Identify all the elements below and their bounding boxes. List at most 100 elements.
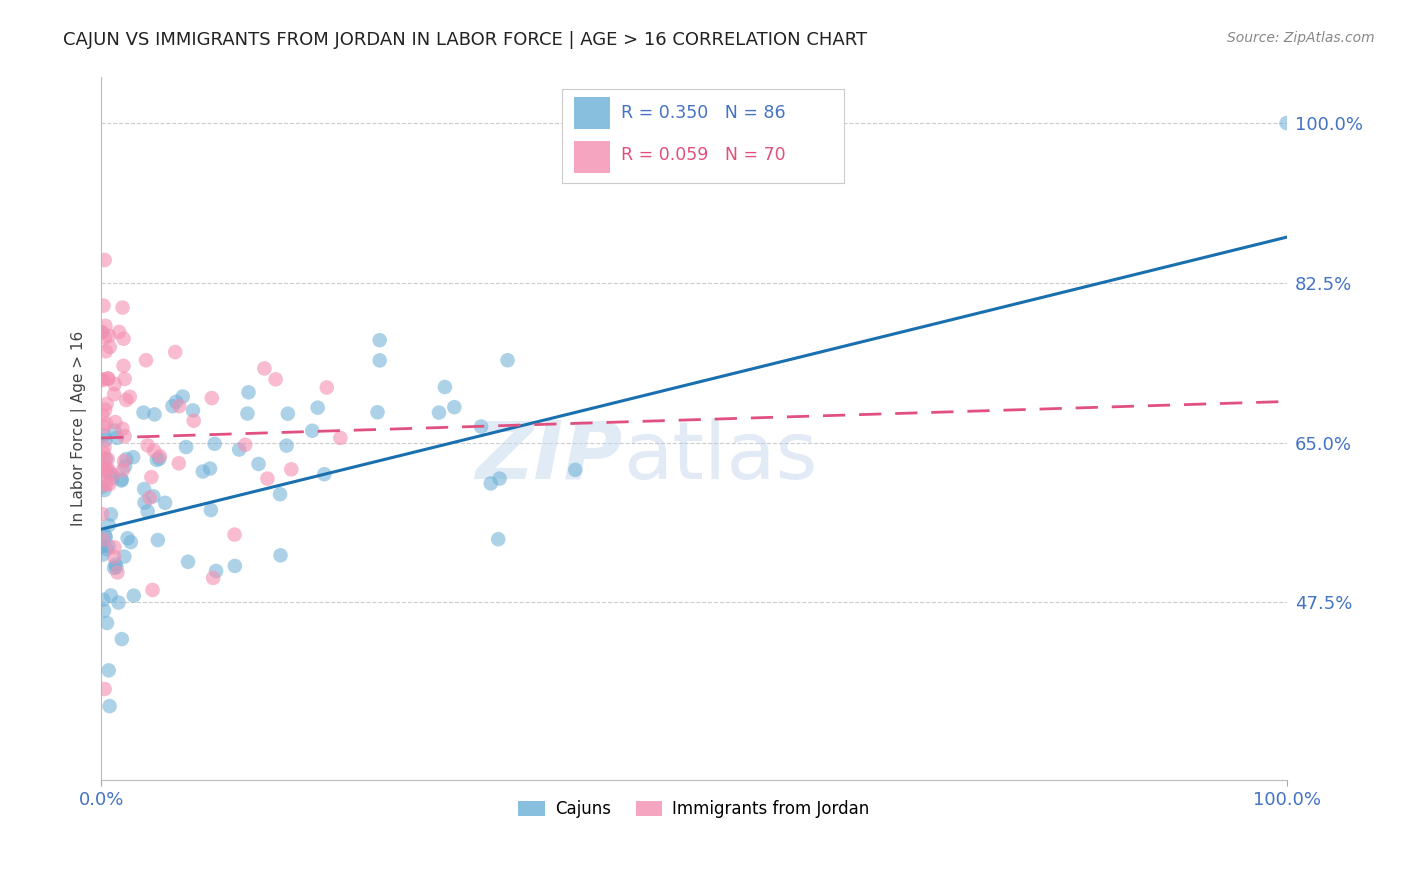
Text: ZIP: ZIP — [475, 418, 623, 496]
Point — [117, 531, 139, 545]
Point — [122, 450, 145, 465]
Point — [98, 477, 121, 491]
Legend: Cajuns, Immigrants from Jordan: Cajuns, Immigrants from Jordan — [512, 793, 876, 825]
Point — [98, 699, 121, 714]
Point — [112, 549, 135, 564]
Point — [101, 467, 124, 482]
Point — [111, 422, 134, 436]
Point — [238, 385, 260, 400]
Point — [100, 467, 122, 481]
Point — [94, 433, 117, 447]
Point — [204, 436, 226, 450]
Point — [93, 252, 115, 267]
Point — [98, 329, 121, 343]
Point — [94, 460, 117, 475]
Point — [90, 325, 112, 339]
Point — [276, 439, 298, 453]
Point — [136, 438, 159, 452]
Text: R = 0.350   N = 86: R = 0.350 N = 86 — [621, 104, 786, 122]
Point — [110, 474, 132, 488]
Point — [479, 476, 502, 491]
Point — [114, 429, 136, 443]
Point — [91, 533, 114, 547]
Point — [94, 531, 117, 545]
Point — [93, 299, 115, 313]
Point — [134, 496, 156, 510]
Text: Source: ZipAtlas.com: Source: ZipAtlas.com — [1227, 31, 1375, 45]
Point — [107, 566, 129, 580]
Point — [96, 615, 118, 630]
Point — [94, 465, 117, 479]
Point — [93, 451, 115, 466]
Point — [172, 390, 194, 404]
Point — [112, 332, 135, 346]
Point — [135, 353, 157, 368]
Point — [93, 464, 115, 478]
Point — [143, 443, 166, 458]
Point — [165, 394, 187, 409]
Point — [433, 380, 456, 394]
Point — [148, 451, 170, 466]
Point — [94, 318, 117, 333]
Point — [427, 406, 450, 420]
Text: CAJUN VS IMMIGRANTS FROM JORDAN IN LABOR FORCE | AGE > 16 CORRELATION CHART: CAJUN VS IMMIGRANTS FROM JORDAN IN LABOR… — [63, 31, 868, 49]
Point — [143, 408, 166, 422]
Point — [132, 405, 155, 419]
Point — [280, 462, 302, 476]
Point — [104, 558, 127, 572]
Point — [200, 503, 222, 517]
Point — [167, 399, 190, 413]
Point — [97, 463, 120, 477]
Point — [107, 596, 129, 610]
Point — [105, 560, 128, 574]
Point — [191, 465, 214, 479]
Point — [112, 359, 135, 373]
Point — [110, 472, 132, 486]
Point — [202, 571, 225, 585]
Point — [315, 380, 337, 394]
Point — [91, 548, 114, 562]
Point — [94, 344, 117, 359]
Point — [98, 340, 121, 354]
Point — [224, 527, 246, 541]
Point — [177, 555, 200, 569]
Point — [247, 457, 270, 471]
Point — [93, 475, 115, 490]
Point — [174, 440, 197, 454]
Point — [488, 472, 510, 486]
Point — [103, 424, 125, 438]
Point — [141, 470, 163, 484]
Point — [97, 371, 120, 385]
Point — [224, 558, 246, 573]
Point — [443, 400, 465, 414]
Point — [112, 454, 135, 468]
Point — [270, 549, 292, 563]
Point — [111, 463, 134, 477]
Point — [104, 377, 127, 392]
Point — [93, 483, 115, 497]
Y-axis label: In Labor Force | Age > 16: In Labor Force | Age > 16 — [72, 331, 87, 526]
Point — [118, 390, 141, 404]
Point — [307, 401, 329, 415]
Point — [236, 407, 259, 421]
Point — [301, 424, 323, 438]
Point — [142, 489, 165, 503]
Point — [470, 419, 492, 434]
Point — [94, 528, 117, 542]
Point — [115, 392, 138, 407]
Point — [103, 549, 125, 564]
Point — [101, 471, 124, 485]
Point — [205, 564, 228, 578]
Point — [146, 453, 169, 467]
Point — [269, 487, 291, 501]
Point — [100, 508, 122, 522]
Point — [115, 452, 138, 467]
Point — [368, 333, 391, 347]
Point — [105, 431, 128, 445]
Point — [93, 441, 115, 455]
Point — [94, 402, 117, 417]
Point — [114, 459, 136, 474]
Point — [94, 330, 117, 344]
Point — [496, 353, 519, 368]
Point — [1275, 116, 1298, 130]
